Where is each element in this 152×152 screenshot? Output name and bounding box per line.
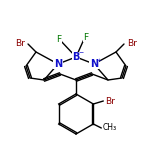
Text: Br: Br	[105, 97, 115, 105]
Text: CH₃: CH₃	[102, 123, 116, 133]
Text: Br: Br	[15, 40, 25, 48]
Text: F: F	[83, 33, 89, 41]
Text: Br: Br	[127, 40, 137, 48]
Text: +: +	[96, 57, 102, 62]
Text: F: F	[56, 36, 62, 45]
Text: N: N	[90, 59, 98, 69]
Text: B: B	[72, 52, 80, 62]
Text: N: N	[54, 59, 62, 69]
Text: −: −	[78, 50, 84, 55]
